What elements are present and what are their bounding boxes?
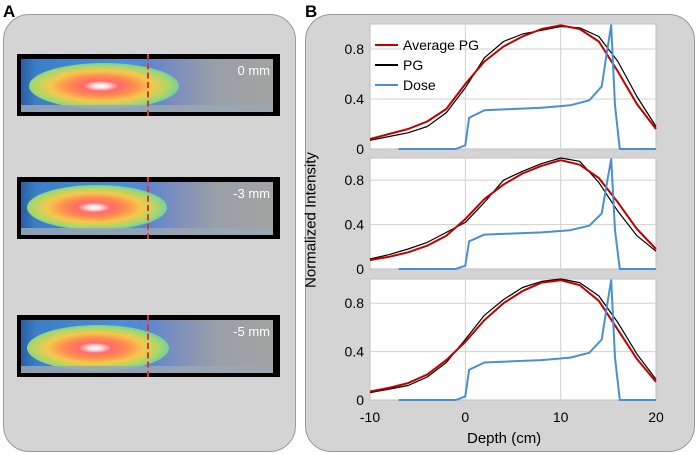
- y-axis-title: Normalized Intensity: [302, 152, 320, 288]
- pg-hotspot: [27, 325, 169, 371]
- range-marker-line: [147, 54, 149, 116]
- heatmap-image-minus-3mm: -3 mm: [17, 177, 280, 239]
- subplot-2-y-tick-label-2: 0.8: [345, 295, 365, 311]
- subplot-1-series-pg: [369, 157, 657, 260]
- subplot-0-y-tick-label-1: 0.4: [345, 91, 365, 107]
- subplot-0-y-tick-label-2: 0.8: [345, 41, 365, 57]
- panel-b-label: B: [305, 2, 318, 21]
- subplot-0-series-dose: [398, 24, 656, 150]
- pg-hotspot: [27, 185, 167, 230]
- subplot-2-series-pg: [369, 278, 657, 394]
- subplot-1-plot-area: [369, 157, 657, 270]
- subplot-1-y-tick-label-0: 0: [356, 261, 364, 277]
- subplot-1-y-tick-label-1: 0.4: [345, 217, 365, 233]
- subplot-2-y-tick-label-0: 0: [356, 392, 364, 408]
- x-tick-label-0: -10: [360, 409, 380, 425]
- legend-label-1: PG: [403, 57, 423, 73]
- subplot-2-series-dose: [398, 279, 656, 401]
- subplot-1-series-dose: [398, 158, 656, 270]
- subplot-1-y-tick-label-2: 0.8: [345, 172, 365, 188]
- subplot-0-y-tick-label-0: 0: [356, 141, 364, 157]
- x-tick-label-3: 20: [648, 409, 664, 425]
- panel-a-label: A: [3, 2, 16, 21]
- x-axis-title: Depth (cm): [467, 430, 542, 447]
- subplot-0-series-average-pg: [369, 24, 657, 140]
- pg-hotspot: [29, 63, 179, 109]
- x-tick-label-2: 10: [553, 409, 569, 425]
- subplot-2-y-tick-label-1: 0.4: [345, 344, 365, 360]
- legend-label-0: Average PG: [403, 37, 479, 53]
- shift-label: -3 mm: [233, 186, 270, 201]
- range-marker-line: [147, 315, 149, 377]
- shift-label: -5 mm: [233, 324, 270, 339]
- legend-label-2: Dose: [403, 77, 436, 93]
- x-tick-label-1: 0: [461, 409, 469, 425]
- subplot-2-series-average-pg: [369, 279, 657, 393]
- subplot-1-series-average-pg: [369, 159, 657, 262]
- heatmap-image-minus-5mm: -5 mm: [17, 315, 280, 377]
- shift-label: 0 mm: [237, 63, 271, 78]
- heatmap-image-0mm: 0 mm: [17, 54, 280, 116]
- range-marker-line: [147, 177, 149, 239]
